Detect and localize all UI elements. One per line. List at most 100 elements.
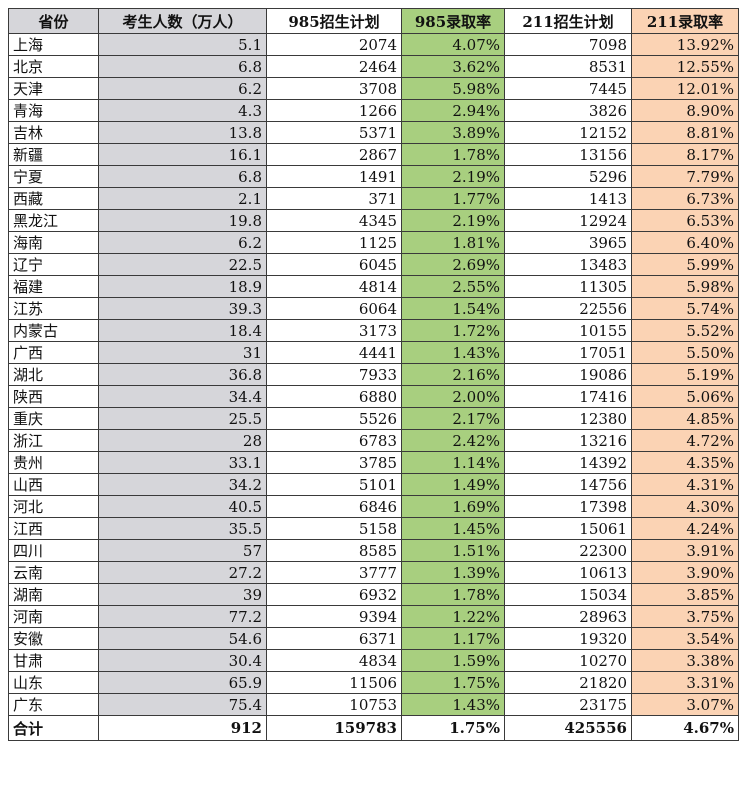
cell-211-plan: 13156 — [504, 143, 632, 166]
cell-candidates: 34.2 — [98, 473, 267, 496]
cell-candidates: 65.9 — [98, 671, 267, 694]
table-row: 宁夏 6.8 1491 2.19% 5296 7.79% — [8, 165, 739, 188]
cell-211-rate: 6.53% — [631, 209, 739, 232]
cell-candidates: 13.8 — [98, 121, 267, 144]
cell-985-rate: 3.89% — [401, 121, 505, 144]
cell-candidates: 34.4 — [98, 385, 267, 408]
table-row: 新疆 16.1 2867 1.78% 13156 8.17% — [8, 143, 739, 166]
cell-985-plan: 2464 — [266, 55, 402, 78]
cell-985-plan: 3173 — [266, 319, 402, 342]
cell-211-rate: 5.52% — [631, 319, 739, 342]
cell-985-plan: 5526 — [266, 407, 402, 430]
table-row: 江西 35.5 5158 1.45% 15061 4.24% — [8, 517, 739, 540]
cell-candidates: 6.2 — [98, 77, 267, 100]
cell-province: 云南 — [8, 561, 99, 584]
cell-211-plan: 11305 — [504, 275, 632, 298]
cell-candidates: 27.2 — [98, 561, 267, 584]
table-row: 广东 75.4 10753 1.43% 23175 3.07% — [8, 693, 739, 716]
cell-province: 湖北 — [8, 363, 99, 386]
table-row: 吉林 13.8 5371 3.89% 12152 8.81% — [8, 121, 739, 144]
cell-province: 内蒙古 — [8, 319, 99, 342]
cell-candidates: 28 — [98, 429, 267, 452]
cell-province: 海南 — [8, 231, 99, 254]
cell-985-rate: 1.49% — [401, 473, 505, 496]
cell-985-rate: 1.81% — [401, 231, 505, 254]
total-211-rate: 4.67% — [631, 715, 739, 741]
cell-province: 浙江 — [8, 429, 99, 452]
cell-province: 黑龙江 — [8, 209, 99, 232]
cell-985-rate: 2.55% — [401, 275, 505, 298]
cell-211-rate: 3.75% — [631, 605, 739, 628]
cell-985-rate: 1.45% — [401, 517, 505, 540]
cell-211-plan: 28963 — [504, 605, 632, 628]
cell-985-plan: 4441 — [266, 341, 402, 364]
cell-candidates: 31 — [98, 341, 267, 364]
header-row: 省份 考生人数（万人） 985招生计划 985录取率 211招生计划 211录取… — [8, 8, 739, 34]
cell-211-rate: 4.72% — [631, 429, 739, 452]
cell-985-rate: 5.98% — [401, 77, 505, 100]
cell-211-rate: 3.85% — [631, 583, 739, 606]
cell-candidates: 6.2 — [98, 231, 267, 254]
cell-candidates: 30.4 — [98, 649, 267, 672]
cell-211-plan: 8531 — [504, 55, 632, 78]
cell-211-plan: 22300 — [504, 539, 632, 562]
cell-985-rate: 1.78% — [401, 583, 505, 606]
cell-province: 江苏 — [8, 297, 99, 320]
cell-211-rate: 3.31% — [631, 671, 739, 694]
cell-211-rate: 8.17% — [631, 143, 739, 166]
cell-985-rate: 2.69% — [401, 253, 505, 276]
cell-211-rate: 4.30% — [631, 495, 739, 518]
cell-985-rate: 2.00% — [401, 385, 505, 408]
cell-985-plan: 6880 — [266, 385, 402, 408]
cell-211-rate: 5.06% — [631, 385, 739, 408]
cell-211-plan: 15034 — [504, 583, 632, 606]
cell-211-rate: 4.24% — [631, 517, 739, 540]
cell-211-plan: 7098 — [504, 33, 632, 56]
header-211-rate: 211录取率 — [631, 8, 739, 34]
cell-985-plan: 2867 — [266, 143, 402, 166]
cell-province: 湖南 — [8, 583, 99, 606]
cell-211-plan: 5296 — [504, 165, 632, 188]
cell-211-plan: 21820 — [504, 671, 632, 694]
cell-985-rate: 2.19% — [401, 209, 505, 232]
cell-985-rate: 1.22% — [401, 605, 505, 628]
cell-candidates: 39 — [98, 583, 267, 606]
cell-985-rate: 1.14% — [401, 451, 505, 474]
header-985-plan: 985招生计划 — [266, 8, 402, 34]
cell-985-plan: 3785 — [266, 451, 402, 474]
cell-985-plan: 6045 — [266, 253, 402, 276]
cell-province: 陕西 — [8, 385, 99, 408]
cell-985-plan: 11506 — [266, 671, 402, 694]
cell-province: 广东 — [8, 693, 99, 716]
cell-province: 广西 — [8, 341, 99, 364]
cell-province: 重庆 — [8, 407, 99, 430]
total-label: 合计 — [8, 715, 99, 741]
cell-candidates: 6.8 — [98, 55, 267, 78]
table-row: 上海 5.1 2074 4.07% 7098 13.92% — [8, 33, 739, 56]
cell-985-plan: 371 — [266, 187, 402, 210]
cell-211-rate: 12.01% — [631, 77, 739, 100]
cell-985-rate: 2.94% — [401, 99, 505, 122]
cell-985-rate: 1.43% — [401, 693, 505, 716]
table-row: 北京 6.8 2464 3.62% 8531 12.55% — [8, 55, 739, 78]
cell-candidates: 4.3 — [98, 99, 267, 122]
cell-985-plan: 9394 — [266, 605, 402, 628]
cell-985-plan: 6783 — [266, 429, 402, 452]
cell-985-rate: 1.78% — [401, 143, 505, 166]
total-row: 合计 912 159783 1.75% 425556 4.67% — [8, 715, 739, 741]
table-container: 省份 考生人数（万人） 985招生计划 985录取率 211招生计划 211录取… — [8, 8, 739, 741]
cell-211-rate: 7.79% — [631, 165, 739, 188]
table-row: 四川 57 8585 1.51% 22300 3.91% — [8, 539, 739, 562]
total-211-plan: 425556 — [504, 715, 632, 741]
cell-985-plan: 3777 — [266, 561, 402, 584]
cell-province: 山东 — [8, 671, 99, 694]
cell-985-rate: 2.19% — [401, 165, 505, 188]
table-row: 安徽 54.6 6371 1.17% 19320 3.54% — [8, 627, 739, 650]
table-row: 河南 77.2 9394 1.22% 28963 3.75% — [8, 605, 739, 628]
cell-211-rate: 3.38% — [631, 649, 739, 672]
cell-province: 北京 — [8, 55, 99, 78]
cell-985-plan: 1125 — [266, 231, 402, 254]
cell-211-plan: 10270 — [504, 649, 632, 672]
cell-985-rate: 1.69% — [401, 495, 505, 518]
cell-985-plan: 4834 — [266, 649, 402, 672]
